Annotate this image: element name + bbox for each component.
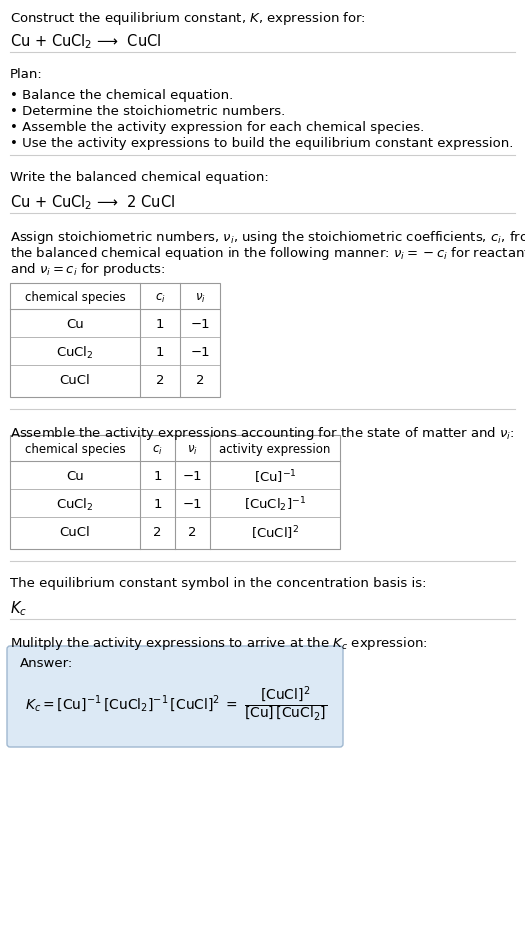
Text: $K_c$: $K_c$ — [10, 599, 27, 618]
Text: • Assemble the activity expression for each chemical species.: • Assemble the activity expression for e… — [10, 121, 424, 134]
Text: activity expression: activity expression — [219, 444, 331, 457]
Text: Answer:: Answer: — [20, 657, 74, 670]
Text: Assign stoichiometric numbers, $\nu_i$, using the stoichiometric coefficients, $: Assign stoichiometric numbers, $\nu_i$, … — [10, 229, 525, 246]
Text: • Balance the chemical equation.: • Balance the chemical equation. — [10, 89, 233, 102]
Text: Construct the equilibrium constant, $K$, expression for:: Construct the equilibrium constant, $K$,… — [10, 10, 366, 27]
Text: 1: 1 — [156, 319, 164, 332]
Text: 1: 1 — [153, 498, 162, 511]
Text: −1: −1 — [183, 471, 202, 483]
Text: Cu + CuCl$_2$ ⟶  2 CuCl: Cu + CuCl$_2$ ⟶ 2 CuCl — [10, 193, 175, 212]
Text: Cu: Cu — [66, 471, 84, 483]
Text: [CuCl]$^{2}$: [CuCl]$^{2}$ — [251, 525, 299, 541]
Text: $\nu_i$: $\nu_i$ — [195, 291, 205, 305]
Text: [Cu]$^{-1}$: [Cu]$^{-1}$ — [254, 468, 297, 486]
Text: 2: 2 — [156, 374, 164, 387]
Text: $c_i$: $c_i$ — [155, 291, 165, 305]
Text: Cu: Cu — [66, 319, 84, 332]
Bar — [10, 435, 340, 549]
Text: CuCl$_2$: CuCl$_2$ — [56, 345, 94, 361]
Text: CuCl: CuCl — [60, 526, 90, 540]
Text: [CuCl$_2$]$^{-1}$: [CuCl$_2$]$^{-1}$ — [244, 495, 306, 514]
Text: chemical species: chemical species — [25, 444, 125, 457]
Text: −1: −1 — [183, 498, 202, 511]
Text: −1: −1 — [190, 347, 210, 359]
Text: chemical species: chemical species — [25, 291, 125, 305]
Text: CuCl: CuCl — [60, 374, 90, 387]
Text: $K_c = \mathrm{[Cu]^{-1}\,[CuCl_2]^{-1}\,[CuCl]^2}$$\;=\;\dfrac{\mathrm{[CuCl]^2: $K_c = \mathrm{[Cu]^{-1}\,[CuCl_2]^{-1}\… — [25, 684, 327, 724]
Text: Write the balanced chemical equation:: Write the balanced chemical equation: — [10, 171, 269, 184]
Text: • Determine the stoichiometric numbers.: • Determine the stoichiometric numbers. — [10, 105, 285, 118]
Text: CuCl$_2$: CuCl$_2$ — [56, 497, 94, 513]
Text: 1: 1 — [153, 471, 162, 483]
Text: Mulitply the activity expressions to arrive at the $K_c$ expression:: Mulitply the activity expressions to arr… — [10, 635, 428, 652]
Text: $c_i$: $c_i$ — [152, 444, 163, 457]
Text: • Use the activity expressions to build the equilibrium constant expression.: • Use the activity expressions to build … — [10, 137, 513, 150]
Text: the balanced chemical equation in the following manner: $\nu_i = -c_i$ for react: the balanced chemical equation in the fo… — [10, 245, 525, 262]
Text: and $\nu_i = c_i$ for products:: and $\nu_i = c_i$ for products: — [10, 261, 165, 278]
Bar — [10, 283, 220, 397]
Text: 2: 2 — [196, 374, 204, 387]
Text: Assemble the activity expressions accounting for the state of matter and $\nu_i$: Assemble the activity expressions accoun… — [10, 425, 514, 442]
Text: $\nu_i$: $\nu_i$ — [187, 444, 198, 457]
Text: Cu + CuCl$_2$ ⟶  CuCl: Cu + CuCl$_2$ ⟶ CuCl — [10, 32, 161, 51]
Text: 2: 2 — [188, 526, 197, 540]
Text: 2: 2 — [153, 526, 162, 540]
Text: −1: −1 — [190, 319, 210, 332]
Text: Plan:: Plan: — [10, 68, 43, 81]
FancyBboxPatch shape — [7, 646, 343, 747]
Text: 1: 1 — [156, 347, 164, 359]
Text: The equilibrium constant symbol in the concentration basis is:: The equilibrium constant symbol in the c… — [10, 577, 426, 590]
